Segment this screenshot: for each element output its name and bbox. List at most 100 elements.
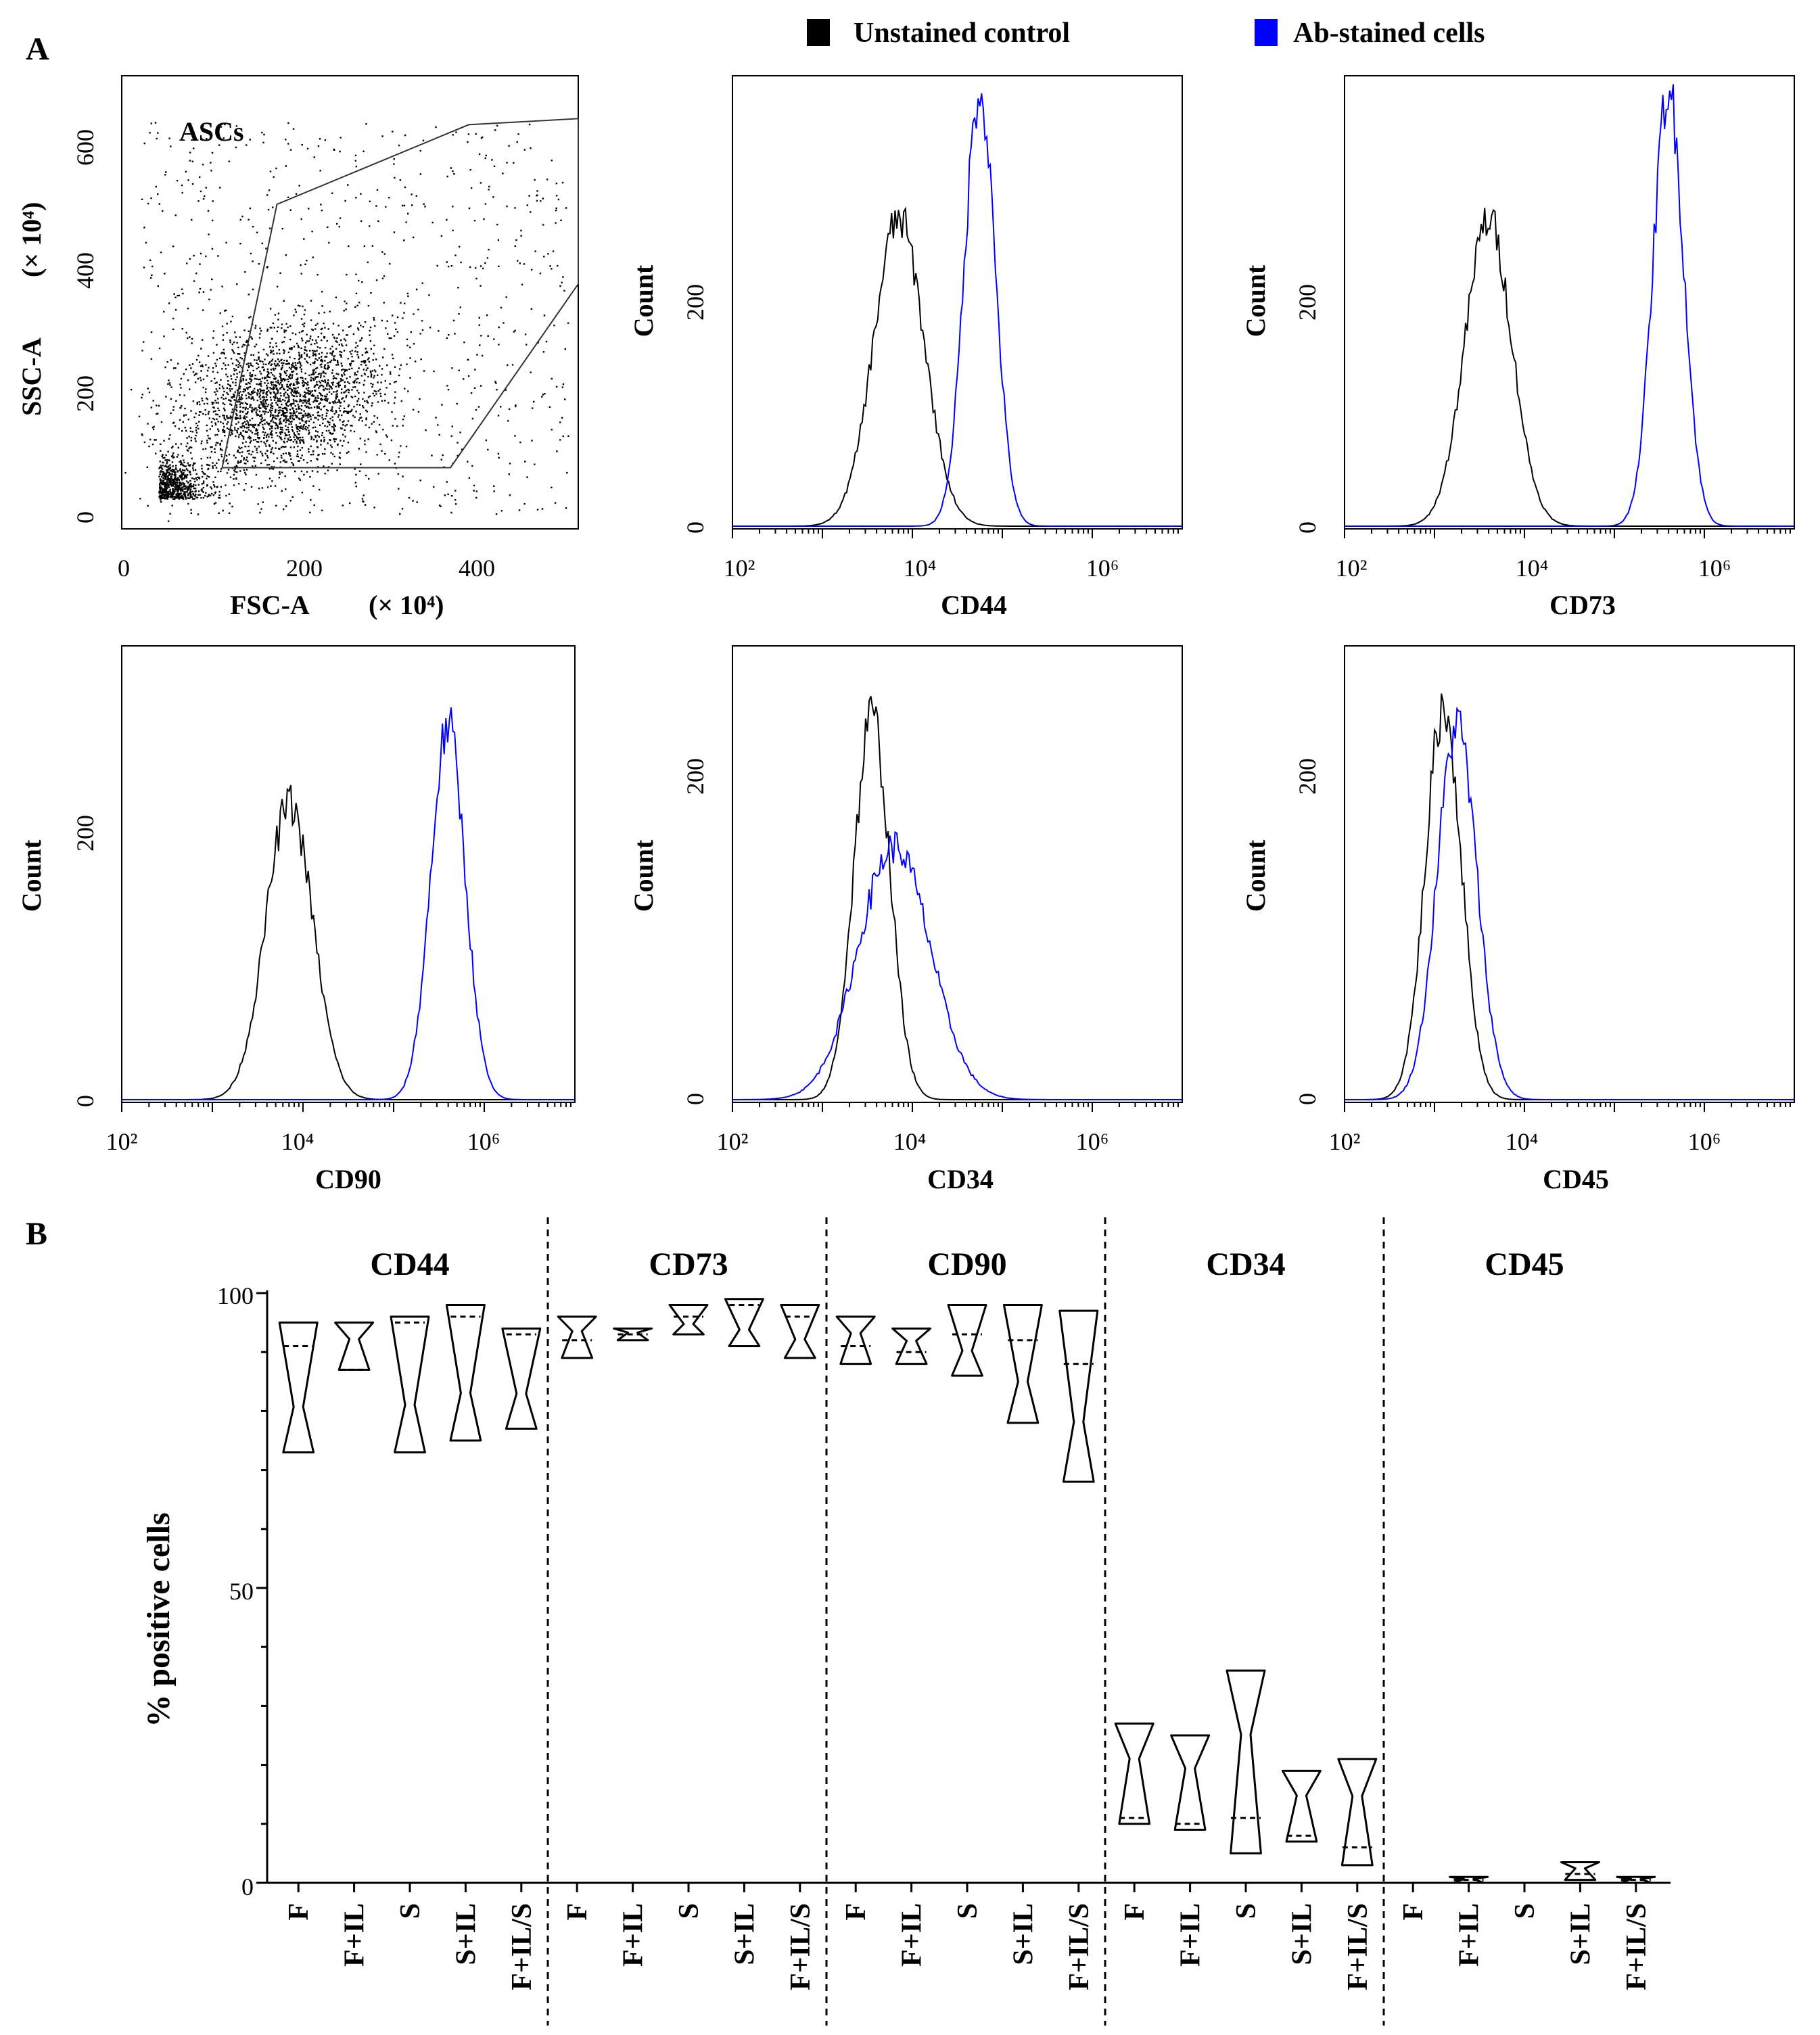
scatter-xunit: (× 10⁴) xyxy=(369,590,444,620)
violin-shape xyxy=(724,1298,764,1347)
histogram-cd73-ytick-200: 200 xyxy=(1294,284,1321,321)
violin-group-label: F+IL/S xyxy=(1343,1903,1374,1990)
histogram-cd45-ylabel: Count xyxy=(1240,839,1271,912)
hist-cd45-ticks xyxy=(1344,1102,1791,1112)
violin-shape xyxy=(501,1327,542,1430)
violin-shape xyxy=(1170,1734,1211,1831)
violin-shape xyxy=(835,1315,876,1365)
histogram-cd90-xtick-1e2: 10² xyxy=(106,1128,138,1155)
histogram-cd73-xtick-1e6: 10⁶ xyxy=(1698,555,1731,582)
histogram-cd73-frame xyxy=(1344,75,1795,530)
violin-group-label: S+IL xyxy=(1286,1903,1317,1965)
histogram-cd34-ylabel: Count xyxy=(628,839,659,912)
histogram-cd34-xtick-1e2: 10² xyxy=(717,1128,749,1155)
histogram-cd73-unstained-line xyxy=(1345,208,1794,527)
violin-marker-title-cd45: CD45 xyxy=(1485,1246,1564,1282)
scatter-plot-frame xyxy=(121,75,579,530)
violin-group-label: F+IL/S xyxy=(785,1903,816,1990)
histogram-cd90-ytick-200: 200 xyxy=(72,815,99,851)
histogram-cd34-stained-line xyxy=(732,831,1182,1100)
scatter-ytick-400: 400 xyxy=(72,252,99,289)
histogram-cd44-xtick-1e2: 10² xyxy=(724,555,755,582)
histogram-cd44-xlabel: CD44 xyxy=(941,590,1007,620)
histogram-cd90-xtick-1e4: 10⁴ xyxy=(281,1128,314,1155)
scatter-plot-fsc-ssc: ASCs FSC-A (× 10⁴) SSC-A (× 10⁴) 0 200 4… xyxy=(16,75,579,620)
histogram-cd34-frame xyxy=(732,645,1183,1103)
legend-label-stained: Ab-stained cells xyxy=(1293,18,1485,49)
scatter-gate-polygon xyxy=(221,118,579,469)
histogram-cd90-ylabel: Count xyxy=(16,839,47,912)
violin-group-label: F+IL xyxy=(897,1903,928,1967)
violin-ytick-50: 50 xyxy=(229,1578,254,1605)
violin-marker-title-cd73: CD73 xyxy=(649,1246,728,1282)
violin-ytick-100: 100 xyxy=(217,1282,254,1309)
violin-group-label: F+IL xyxy=(1175,1903,1207,1967)
violin-group-label: F+IL xyxy=(340,1903,371,1967)
histogram-cd34-ytick-200: 200 xyxy=(682,758,709,795)
violin-shape xyxy=(445,1303,486,1442)
violin-shape xyxy=(1226,1669,1266,1854)
scatter-ytick-600: 600 xyxy=(72,129,99,166)
violin-shape xyxy=(1560,1861,1600,1881)
violin-shape xyxy=(1002,1303,1043,1424)
hist-cd73-ticks xyxy=(1344,529,1791,538)
histogram-cd73-stained-line xyxy=(1345,84,1794,527)
violin-shape xyxy=(780,1303,820,1359)
violin-shape xyxy=(390,1315,430,1453)
violin-group-label: F+IL/S xyxy=(1064,1903,1095,1990)
scatter-ylabel: SSC-A xyxy=(16,337,47,416)
histogram-cd34: Count 0 200 10² 10⁴ 10⁶ CD34 xyxy=(628,645,1183,1194)
histogram-cd34-xtick-1e6: 10⁶ xyxy=(1076,1128,1109,1155)
hist-cd44-ticks xyxy=(732,529,1179,538)
violin-group-label: S xyxy=(1231,1903,1262,1919)
panel-label-b: B xyxy=(26,1216,47,1252)
scatter-gate-label: ASCs xyxy=(179,116,244,147)
histogram-cd44-xtick-1e6: 10⁶ xyxy=(1086,555,1119,582)
violin-marker-title-cd34: CD34 xyxy=(1206,1246,1285,1282)
histogram-cd90-ytick-0: 0 xyxy=(72,1095,99,1107)
histogram-cd34-xtick-1e4: 10⁴ xyxy=(893,1128,927,1155)
histogram-cd45-xtick-1e2: 10² xyxy=(1329,1128,1361,1155)
histogram-cd73-xtick-1e4: 10⁴ xyxy=(1516,555,1549,582)
violin-shape xyxy=(891,1327,932,1365)
scatter-ytick-0: 0 xyxy=(72,511,99,523)
violin-marks xyxy=(278,1298,1656,1884)
scatter-xtick-200: 200 xyxy=(286,555,323,582)
scatter-xtick-400: 400 xyxy=(459,555,495,582)
histogram-cd90-stained-line xyxy=(122,707,575,1100)
legend: Unstained control Ab-stained cells xyxy=(807,18,1485,49)
violin-group-label: F+IL/S xyxy=(507,1903,538,1990)
violin-group-label: F xyxy=(1398,1903,1429,1921)
histogram-cd73-ylabel: Count xyxy=(1240,264,1271,337)
histogram-cd45-ytick-0: 0 xyxy=(1294,1093,1321,1105)
violin-shape xyxy=(1281,1769,1322,1843)
violin-shape xyxy=(278,1321,319,1453)
scatter-points xyxy=(124,122,569,522)
violin-group-label: F xyxy=(841,1903,872,1921)
histogram-cd45-frame xyxy=(1344,645,1795,1103)
legend-swatch-unstained xyxy=(807,19,830,46)
histogram-cd44-ytick-200: 200 xyxy=(682,284,709,321)
violin-group-label: F+IL xyxy=(618,1903,649,1967)
histogram-cd34-xlabel: CD34 xyxy=(927,1164,994,1194)
histogram-cd44-stained-line xyxy=(732,93,1182,527)
scatter-xtick-0: 0 xyxy=(118,555,130,582)
histogram-cd44-frame xyxy=(732,75,1183,530)
violin-shape xyxy=(557,1315,597,1359)
violin-group-label: S xyxy=(674,1903,705,1919)
violin-marker-title-cd44: CD44 xyxy=(370,1246,449,1282)
violin-group-label: S xyxy=(1510,1903,1541,1919)
scatter-dots xyxy=(124,122,569,522)
violin-ytick-0: 0 xyxy=(241,1873,254,1900)
violin-group-label: F xyxy=(1119,1903,1150,1921)
histogram-cd45-stained-line xyxy=(1345,706,1794,1100)
violin-group-label: S+IL xyxy=(450,1903,482,1965)
violin-group-label: F+IL/S xyxy=(1621,1903,1652,1990)
violin-axes xyxy=(256,1217,1671,2026)
histogram-cd90-frame xyxy=(121,645,576,1103)
violin-group-label: S xyxy=(395,1903,426,1919)
histogram-cd44-ytick-0: 0 xyxy=(682,521,709,534)
hist-cd90-ticks xyxy=(121,1102,571,1112)
violin-shape xyxy=(668,1303,709,1336)
